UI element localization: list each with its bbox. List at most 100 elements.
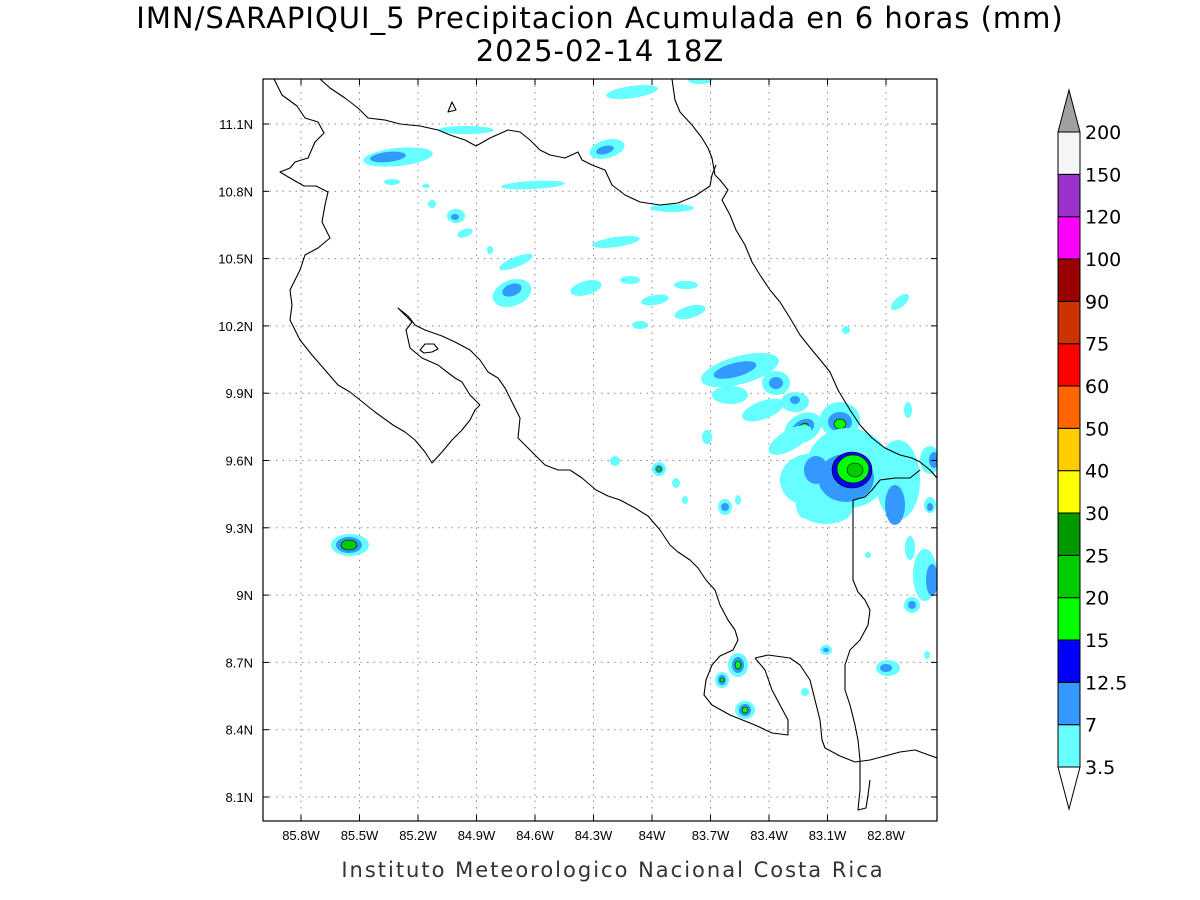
colorbar-level-label: 120	[1085, 207, 1121, 229]
rain-cell-cyan	[796, 491, 816, 519]
rain-cell-cyan	[499, 253, 533, 271]
rain-cell-green	[719, 677, 725, 683]
rain-cell-midgreen	[846, 462, 864, 478]
rain-cell-green	[833, 418, 847, 430]
rain-cell-cyan	[842, 326, 850, 334]
rain-cell-cyan	[428, 200, 436, 208]
lon-tick-label: 82.8W	[867, 828, 905, 843]
colorbar-swatch	[1057, 681, 1081, 726]
rain-cell-cyan	[570, 280, 602, 296]
map-subtitle-date: 2025-02-14 18Z	[476, 34, 725, 68]
map-panel: 85.8W 85.5W 85.2W 84.9W 84.6W 84.3W 84W 83.7W 83…	[218, 78, 938, 843]
colorbar-over-arrow	[1057, 88, 1081, 133]
lon-tick-label: 84.6W	[516, 828, 554, 843]
colorbar-swatch	[1057, 597, 1081, 641]
rain-cell-cyan	[735, 495, 741, 505]
colorbar-swatch	[1057, 216, 1081, 260]
colorbar-swatch	[1057, 427, 1081, 472]
rain-cell-cyan	[650, 204, 694, 212]
rain-cell-lightblue	[908, 601, 916, 609]
lat-tick-label: 10.8N	[218, 184, 253, 199]
colorbar-level-label: 20	[1085, 588, 1109, 610]
lon-tick-label: 85.5W	[341, 828, 379, 843]
colorbar-swatch	[1057, 554, 1081, 599]
rain-cell-green	[741, 706, 749, 714]
colorbar-level-label: 60	[1085, 376, 1109, 398]
map-title: IMN/SARAPIQUI_5 Precipitacion Acumulada …	[136, 1, 1063, 35]
rain-cell-cyan	[674, 304, 706, 320]
colorbar-swatch	[1057, 343, 1081, 387]
colorbar-level-label: 7	[1085, 715, 1097, 737]
colorbar-level-label: 50	[1085, 418, 1109, 440]
rain-cell-cyan	[501, 180, 565, 190]
rain-cell-cyan	[422, 184, 430, 188]
lon-tick-label: 84.9W	[458, 828, 496, 843]
rain-cell-cyan	[438, 126, 494, 134]
lat-tick-label: 9.3N	[226, 521, 253, 536]
rain-cell-cyan	[768, 425, 812, 455]
colorbar-level-label: 100	[1085, 249, 1121, 271]
rain-cell-cyan	[742, 398, 784, 422]
rain-cell-cyan	[641, 294, 669, 306]
colorbar-swatch	[1057, 724, 1081, 768]
lat-tick-label: 8.4N	[226, 723, 253, 738]
lat-tick-label: 8.1N	[226, 790, 253, 805]
lat-tick-label: 10.5N	[218, 252, 253, 267]
rain-cell-cyan	[890, 293, 910, 311]
colorbar-swatch	[1057, 470, 1081, 514]
lat-tick-label: 9N	[236, 588, 253, 603]
rain-cell-lightblue	[885, 485, 905, 525]
nicaragua-coast	[273, 79, 481, 464]
rain-cell-cyan	[905, 536, 915, 560]
rain-cell-green	[734, 660, 742, 670]
san-lucas-island	[419, 343, 439, 354]
colorbar-swatch	[1057, 131, 1081, 175]
nicoya-gulf-coast	[397, 307, 499, 406]
rain-cell-lightblue	[370, 151, 406, 163]
lake-island	[447, 101, 457, 113]
rain-cell-lightblue	[713, 361, 757, 379]
colorbar-level-label: 200	[1085, 122, 1121, 144]
lat-tick-label: 8.7N	[226, 655, 253, 670]
rain-cell-cyan	[904, 402, 912, 418]
pacific-coast-south	[497, 377, 789, 736]
rain-cell-cyan	[801, 688, 809, 696]
rain-cell-lightblue	[823, 648, 829, 652]
lat-tick-label: 9.9N	[226, 386, 253, 401]
rain-cell-cyan	[487, 246, 493, 254]
rain-cell-midgreen	[340, 539, 358, 551]
colorbar-level-label: 30	[1085, 503, 1109, 525]
sixaola-border	[852, 469, 921, 501]
rain-cell-cyan	[674, 281, 698, 289]
rain-cell-lightblue	[502, 283, 522, 297]
map-frame	[262, 78, 938, 822]
lon-tick-label: 85.2W	[399, 828, 437, 843]
lon-tick-label: 83.1W	[809, 828, 847, 843]
rain-cell-cyan	[702, 430, 712, 444]
colorbar-level-label: 75	[1085, 334, 1109, 356]
lat-tick-label: 10.2N	[218, 319, 253, 334]
rain-cell-lightblue	[596, 145, 614, 155]
colorbar-level-label: 25	[1085, 545, 1109, 567]
colorbar-swatch	[1057, 512, 1081, 556]
rain-cell-cyan	[610, 456, 620, 466]
rain-cell-cyan	[592, 236, 640, 248]
rain-cell-cyan	[384, 179, 400, 185]
lake-nicaragua-shore	[319, 79, 717, 206]
colorbar-swatch	[1057, 639, 1081, 683]
colorbar-legend: 3.5 7 12.5 15 20 25 30 40 50 60 75 90 100 120 150 200	[1057, 88, 1127, 811]
colorbar-level-label: 90	[1085, 291, 1109, 313]
rain-cell-lightblue	[804, 456, 828, 484]
lon-tick-label: 84.3W	[575, 828, 613, 843]
precipitation-field	[331, 79, 937, 719]
lon-tick-label: 83.7W	[692, 828, 730, 843]
colorbar-swatch	[1057, 300, 1081, 345]
rain-cell-cyan	[688, 79, 712, 84]
rain-cell-cyan	[924, 651, 930, 659]
rain-cell-lightblue	[721, 503, 729, 511]
lon-tick-label: 85.8W	[282, 828, 320, 843]
rain-cell-green	[656, 466, 662, 472]
colorbar-level-label: 15	[1085, 630, 1109, 652]
lon-tick-label: 84W	[639, 828, 666, 843]
rain-cell-lightblue	[790, 396, 800, 404]
